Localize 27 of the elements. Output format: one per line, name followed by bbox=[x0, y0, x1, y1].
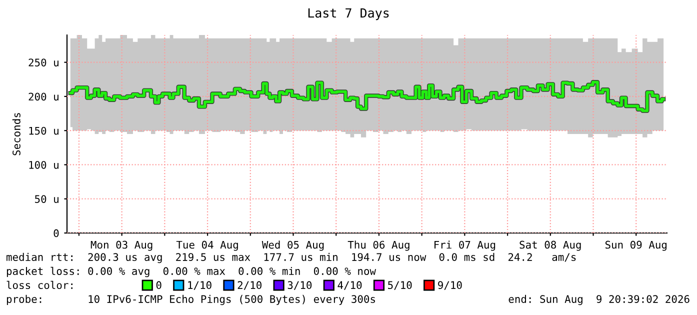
x-tick-label: Thu 06 Aug bbox=[348, 240, 410, 251]
x-tick-label: Sun 09 Aug bbox=[605, 240, 666, 251]
text: median rtt: 200.3 us avg 219.5 us max 177.7 us min 194.7 us now 0.0 ms sd 24.2 am/s bbox=[6, 252, 576, 264]
x-tick-label: Fri 07 Aug bbox=[434, 240, 496, 251]
text: packet loss: 0.00 % avg 0.00 % max 0.00 % min 0.00 % now bbox=[6, 266, 376, 278]
legend-label: 4/10 bbox=[338, 281, 362, 290]
y-tick-label: 50 u bbox=[35, 195, 58, 203]
x-tick-label: Mon 03 Aug bbox=[90, 240, 152, 251]
legend-label: 0 bbox=[156, 281, 162, 290]
chart-title: Last 7 Days bbox=[308, 8, 389, 20]
x-tick-label: Wed 05 Aug bbox=[262, 240, 324, 251]
legend-label: 3/10 bbox=[288, 281, 312, 290]
text: probe: 10 IPv6-ICMP Echo Pings (500 Bytes) every 300s bbox=[6, 294, 375, 306]
x-tick-label: Tue 04 Aug bbox=[176, 240, 238, 251]
y-tick-label: 200 u bbox=[28, 92, 58, 101]
text: end: Sun Aug 9 20:39:02 2026 bbox=[508, 294, 690, 306]
y-axis-title: Seconds bbox=[12, 113, 20, 156]
legend-label: 2/10 bbox=[238, 281, 262, 290]
x-tick-label: Sat 08 Aug bbox=[520, 240, 581, 251]
legend-label: 1/10 bbox=[188, 281, 212, 290]
y-tick-label: 250 u bbox=[28, 58, 58, 66]
y-tick-label: 0 bbox=[54, 229, 59, 238]
legend-label: 5/10 bbox=[388, 281, 412, 290]
y-tick-label: 150 u bbox=[29, 126, 58, 135]
y-tick-label: 100 u bbox=[29, 160, 58, 169]
legend-title: loss color: bbox=[6, 280, 72, 290]
legend-label: 9/10 bbox=[438, 281, 462, 290]
